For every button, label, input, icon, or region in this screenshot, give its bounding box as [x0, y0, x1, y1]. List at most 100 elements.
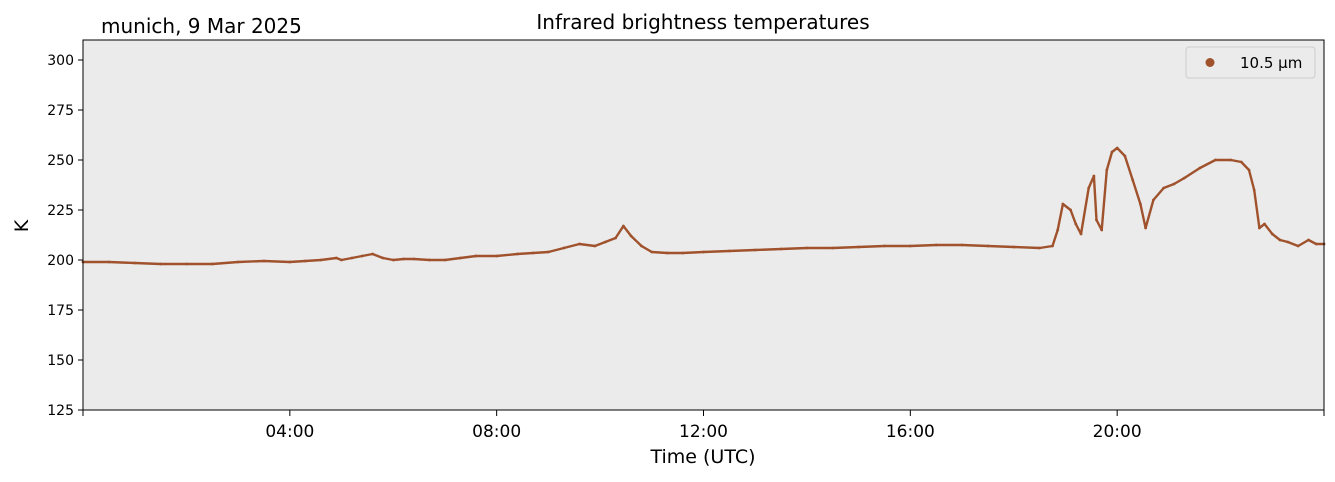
- data-point: [1051, 244, 1054, 248]
- data-point: [262, 259, 266, 263]
- data-point: [335, 256, 338, 260]
- data-point: [1296, 244, 1300, 248]
- data-point: [1074, 222, 1078, 226]
- data-point: [1115, 146, 1119, 150]
- legend-box: [1185, 46, 1316, 79]
- data-point: [428, 258, 431, 262]
- data-point: [360, 254, 364, 258]
- data-point: [1110, 150, 1114, 154]
- data-point: [1056, 228, 1060, 232]
- data-point: [728, 249, 731, 253]
- data-point: [288, 260, 292, 264]
- data-point: [1038, 246, 1041, 250]
- y-tick-label: 200: [47, 253, 74, 269]
- plot-frame: [82, 39, 1325, 411]
- legend-marker: [1205, 58, 1215, 67]
- y-tick-label: 250: [47, 153, 74, 169]
- data-point: [516, 252, 519, 256]
- data-point: [1270, 232, 1274, 236]
- y-tick-label: 275: [47, 103, 74, 119]
- data-point: [1214, 158, 1217, 162]
- data-point: [779, 247, 783, 251]
- data-point: [629, 234, 633, 238]
- data-point: [1278, 238, 1282, 242]
- y-tick-label: 225: [47, 203, 74, 219]
- data-point: [1263, 222, 1266, 226]
- data-point: [1144, 226, 1147, 230]
- data-point: [1239, 160, 1243, 164]
- data-point: [1183, 176, 1186, 180]
- y-tick-label: 150: [47, 353, 74, 369]
- data-point: [1152, 198, 1155, 202]
- tick-layer: 125 150 175 200 225 250 275 300 04:00 08:00 12:00 1…: [47, 53, 1325, 442]
- data-point: [107, 260, 111, 264]
- data-point: [1100, 228, 1104, 232]
- data-point: [340, 258, 343, 262]
- data-point: [1307, 238, 1310, 242]
- data-point: [236, 260, 240, 264]
- data-point: [593, 244, 597, 248]
- y-tick-label: 125: [47, 403, 74, 419]
- data-point: [402, 257, 405, 261]
- data-point: [159, 262, 163, 266]
- data-point: [753, 248, 757, 252]
- data-point: [934, 243, 938, 247]
- data-point: [381, 256, 385, 260]
- data-point: [622, 224, 625, 228]
- data-point: [1087, 186, 1091, 190]
- data-point: [883, 244, 886, 248]
- data-point: [1069, 208, 1072, 212]
- chart-subtitle: munich, 9 Mar 2025: [101, 14, 302, 38]
- data-point: [459, 256, 462, 260]
- x-tick-label: 12:00: [679, 422, 728, 442]
- data-point: [1172, 182, 1176, 186]
- data-point: [319, 258, 323, 262]
- data-point: [1314, 242, 1318, 246]
- data-point: [1079, 232, 1083, 236]
- data-point: [1258, 226, 1261, 230]
- data-point: [578, 242, 581, 246]
- data-point: [1123, 154, 1127, 158]
- data-point: [443, 258, 447, 262]
- data-point: [562, 246, 566, 250]
- data-point: [1105, 168, 1109, 172]
- data-point: [133, 261, 137, 265]
- chart-title: Infrared brightness temperatures: [536, 10, 869, 34]
- x-axis-label: Time (UTC): [649, 446, 755, 468]
- data-point: [303, 259, 307, 263]
- data-point: [1229, 158, 1233, 162]
- data-point: [857, 245, 860, 249]
- x-tick-label: 08:00: [472, 422, 521, 442]
- plot-background: [83, 40, 1324, 410]
- data-point: [908, 244, 912, 248]
- y-tick-label: 175: [47, 303, 74, 319]
- legend: 10.5 µm: [1185, 46, 1316, 79]
- data-point: [1061, 202, 1065, 206]
- data-point: [495, 254, 499, 258]
- data-point: [1139, 202, 1142, 206]
- data-point: [531, 251, 535, 255]
- data-point: [547, 250, 550, 254]
- data-point: [831, 246, 835, 250]
- data-point: [1252, 188, 1256, 192]
- data-point: [412, 257, 416, 261]
- y-tick-label: 300: [47, 53, 74, 69]
- data-point: [805, 246, 809, 250]
- data-point: [1247, 168, 1251, 172]
- data-point: [1162, 186, 1166, 190]
- data-point: [603, 240, 607, 244]
- data-point: [614, 236, 617, 240]
- data-point: [1092, 174, 1096, 178]
- data-point: [650, 250, 654, 254]
- x-tick-label: 04:00: [265, 422, 314, 442]
- data-point: [681, 251, 685, 255]
- data-point: [371, 252, 374, 256]
- data-point: [640, 244, 643, 248]
- data-point: [665, 251, 669, 255]
- series-layer: [81, 146, 1326, 266]
- data-point: [391, 258, 395, 262]
- data-point: [1131, 178, 1135, 182]
- data-point: [474, 254, 478, 258]
